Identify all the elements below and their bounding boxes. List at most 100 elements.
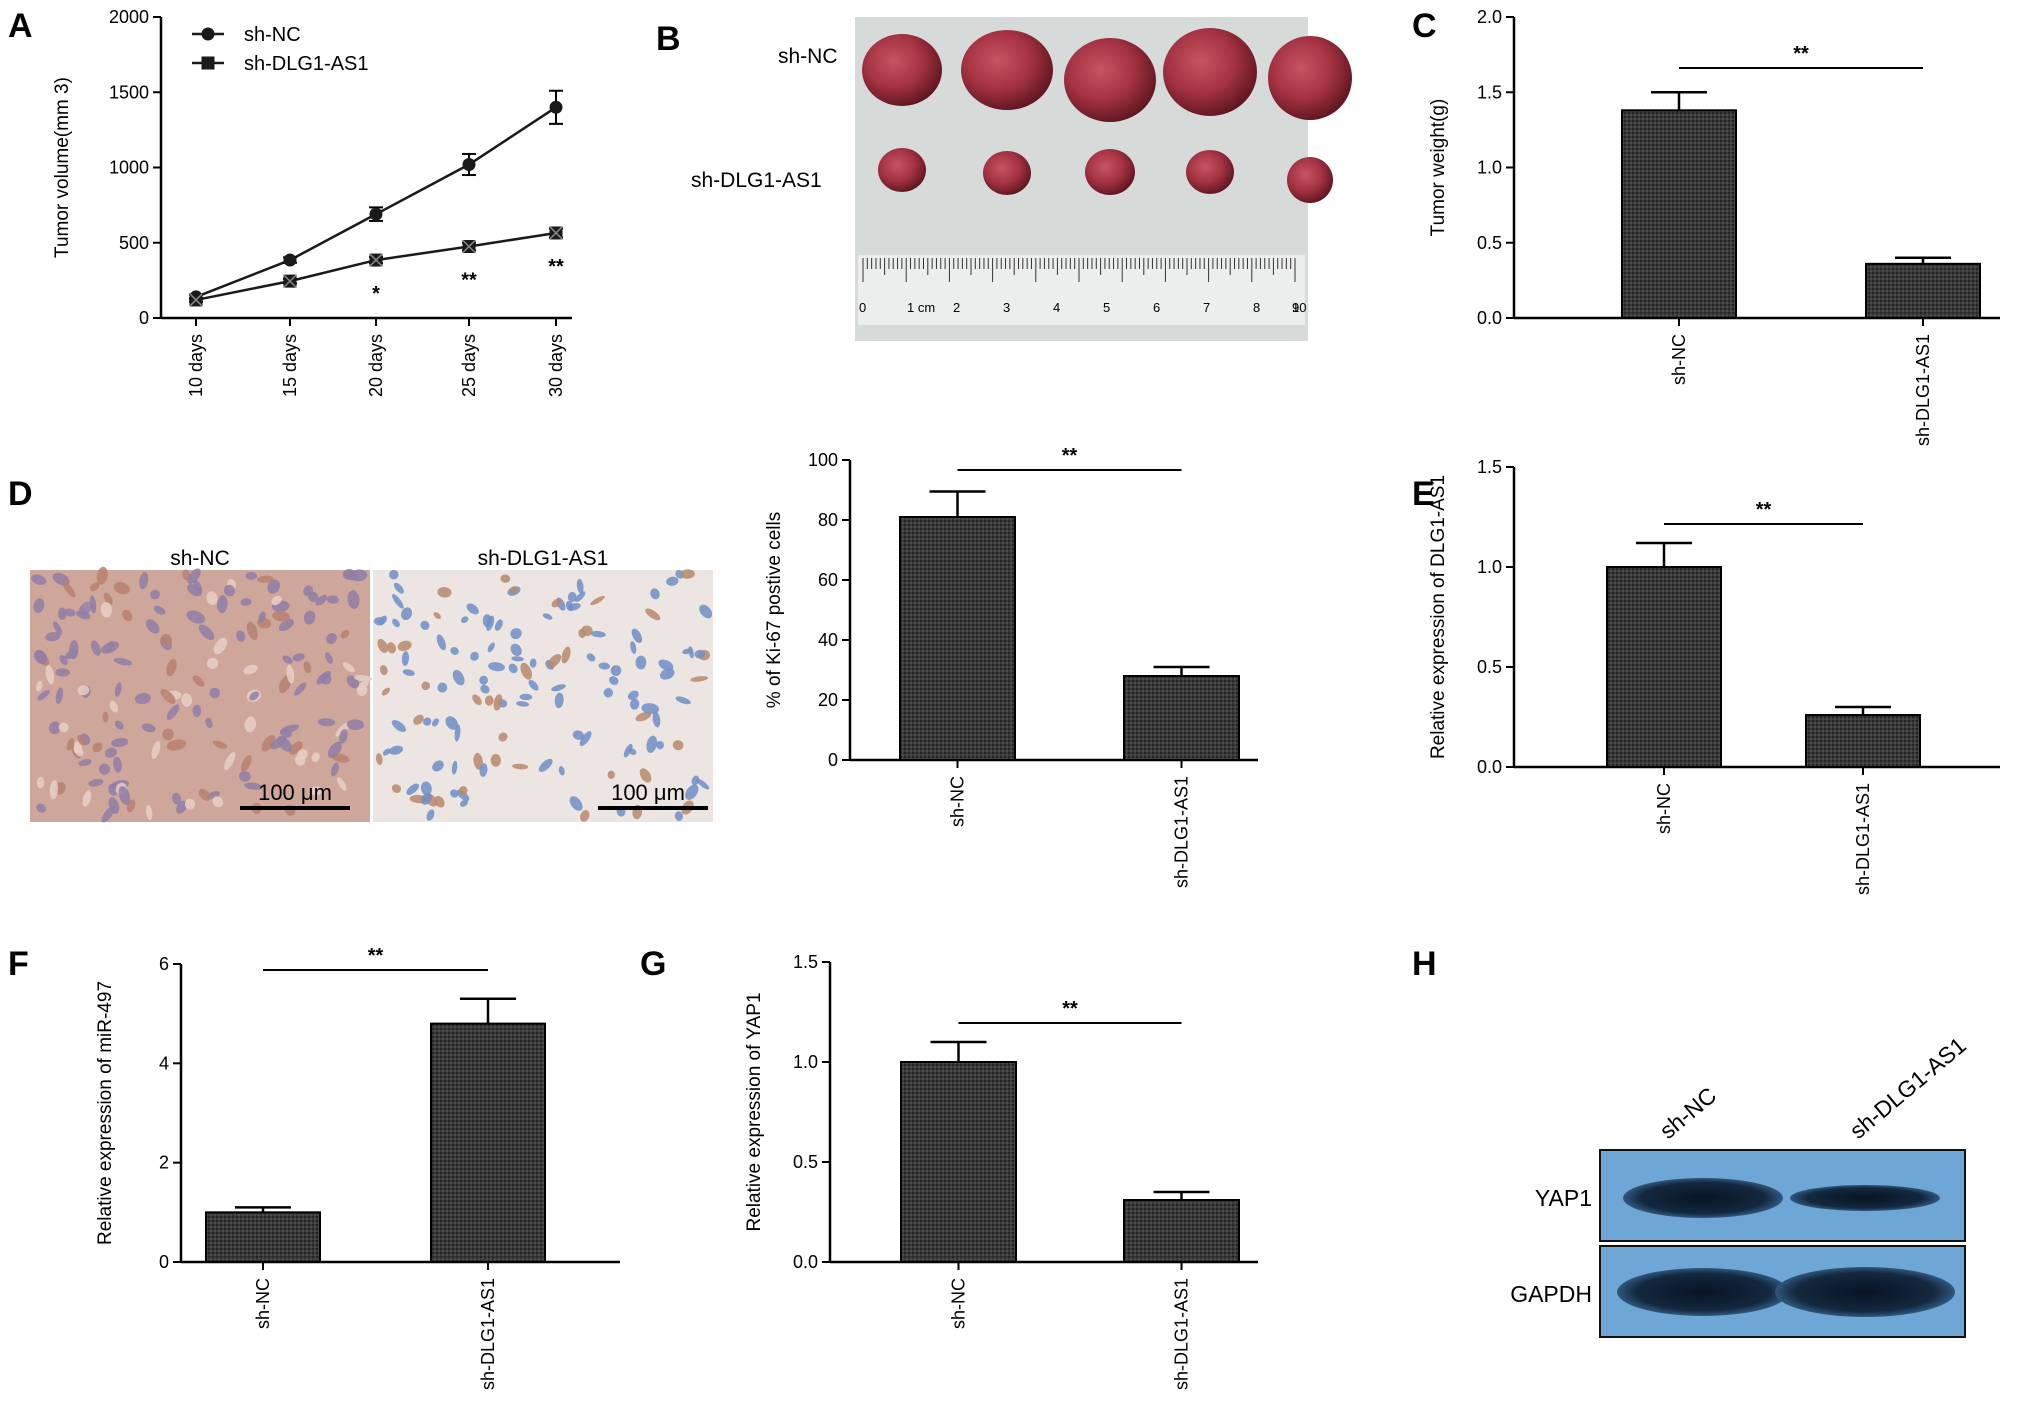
ihc-cell xyxy=(335,722,351,737)
ihc-cell xyxy=(111,737,129,748)
ihc-cell xyxy=(339,729,348,744)
ihc-cell xyxy=(433,612,441,620)
data-point-cross xyxy=(549,226,563,240)
ihc-cell xyxy=(98,763,111,775)
ihc-cell xyxy=(675,696,691,705)
y-tick-label: 1.5 xyxy=(1477,457,1502,477)
ihc-cell xyxy=(685,784,699,800)
y-tick-label: 2000 xyxy=(109,7,149,27)
ihc-cell xyxy=(244,782,263,790)
ihc-cell xyxy=(184,798,196,810)
ihc-cell xyxy=(160,688,176,704)
ihc-cell xyxy=(631,628,643,644)
ihc-cell xyxy=(238,771,251,782)
ihc-cell xyxy=(151,741,161,759)
ihc-cell xyxy=(45,664,55,685)
ihc-cell xyxy=(209,687,221,699)
y-tick-label: 0.5 xyxy=(793,1152,818,1172)
ihc-cell xyxy=(37,689,50,701)
tumor-sh-dlg1-as1 xyxy=(1287,157,1333,203)
ihc-cell xyxy=(192,704,202,718)
ihc-cell xyxy=(569,796,583,811)
ihc-cell xyxy=(567,591,577,602)
y-axis-title: % of Ki-67 postive cells xyxy=(764,512,785,708)
ihc-cell xyxy=(451,760,458,775)
ihc-cell xyxy=(494,619,503,631)
ihc-cell xyxy=(682,648,692,655)
data-point xyxy=(283,253,297,267)
bar xyxy=(1621,109,1737,319)
ihc-cell xyxy=(445,716,459,730)
panel-letter-f: F xyxy=(8,945,29,983)
ihc-cell xyxy=(258,611,266,623)
ihc-cell xyxy=(479,763,488,777)
ihc-cell xyxy=(294,682,307,696)
ihc-cell xyxy=(696,778,710,790)
ihc-cell xyxy=(500,574,511,583)
tumors-sh-nc xyxy=(862,28,1352,122)
significance-marker: ** xyxy=(548,256,564,278)
ihc-cell xyxy=(292,653,305,662)
ihc-cell xyxy=(223,584,236,597)
ihc-cell xyxy=(420,781,432,796)
ihc-cell xyxy=(212,740,228,749)
ihc-cells-sh-dlg1-as1 xyxy=(373,569,713,822)
y-tick-label: 0.0 xyxy=(1477,308,1502,328)
photo-row-label-sh-nc: sh-NC xyxy=(778,45,838,68)
significance-marker: ** xyxy=(368,945,384,967)
ihc-cell xyxy=(104,747,117,758)
ihc-cell xyxy=(488,662,505,672)
ihc-cell xyxy=(379,665,388,676)
ihc-cell xyxy=(113,582,130,595)
ihc-cell xyxy=(145,619,160,634)
band-gapdh-sh-nc xyxy=(1617,1268,1789,1316)
ihc-cell xyxy=(113,756,122,773)
ihc-cell xyxy=(271,595,282,606)
significance-marker: * xyxy=(372,283,380,305)
tumor-sh-dlg1-as1 xyxy=(1186,150,1234,194)
ihc-cell xyxy=(303,585,314,597)
ihc-cell xyxy=(603,688,614,698)
ihc-cell xyxy=(187,584,202,597)
tumor-sh-dlg1-as1 xyxy=(1085,149,1135,195)
legend-label-sh-nc: sh-NC xyxy=(244,24,301,46)
category-label: sh-NC xyxy=(949,1278,969,1329)
ihc-cell xyxy=(286,664,295,684)
ihc-cell xyxy=(487,642,495,653)
ihc-cell xyxy=(150,589,160,600)
ihc-cell xyxy=(48,721,61,735)
tumor-sh-nc xyxy=(961,30,1053,110)
band-yap1-sh-dlg1-as1 xyxy=(1790,1185,1940,1211)
significance-marker: ** xyxy=(461,270,477,292)
y-tick-label: 1.0 xyxy=(1477,557,1502,577)
ihc-cell xyxy=(461,616,469,624)
tumor-sh-nc xyxy=(1163,28,1257,116)
ihc-cell xyxy=(267,579,280,594)
tumor-sh-dlg1-as1 xyxy=(878,148,926,192)
ihc-cell xyxy=(326,632,337,645)
ihc-cell xyxy=(579,731,592,747)
ihc-cell xyxy=(316,670,331,685)
ihc-cell xyxy=(674,811,683,822)
panel-letter-b: B xyxy=(656,20,681,58)
y-tick-label: 0.5 xyxy=(1477,233,1502,253)
ihc-cell xyxy=(280,724,300,734)
blot-lane-label-sh-dlg1-as1: sh-DLG1-AS1 xyxy=(1845,1032,1971,1144)
ihc-cell xyxy=(452,669,465,686)
ihc-cell xyxy=(510,643,522,657)
legend-marker-sh-nc xyxy=(201,27,215,41)
tumor-sh-nc xyxy=(862,34,942,106)
ihc-cell xyxy=(49,780,58,800)
y-tick-label: 1000 xyxy=(109,158,149,178)
category-label: sh-NC xyxy=(253,1278,273,1329)
ihc-cell xyxy=(388,745,404,755)
panel-letter-c: C xyxy=(1412,7,1437,45)
ihc-cell xyxy=(101,806,115,823)
ihc-cell xyxy=(356,685,368,697)
ihc-cell xyxy=(63,608,76,617)
category-label: sh-DLG1-AS1 xyxy=(1853,783,1873,895)
ihc-cell xyxy=(420,620,430,630)
ihc-cell xyxy=(297,749,308,760)
y-tick-label: 80 xyxy=(818,510,838,530)
